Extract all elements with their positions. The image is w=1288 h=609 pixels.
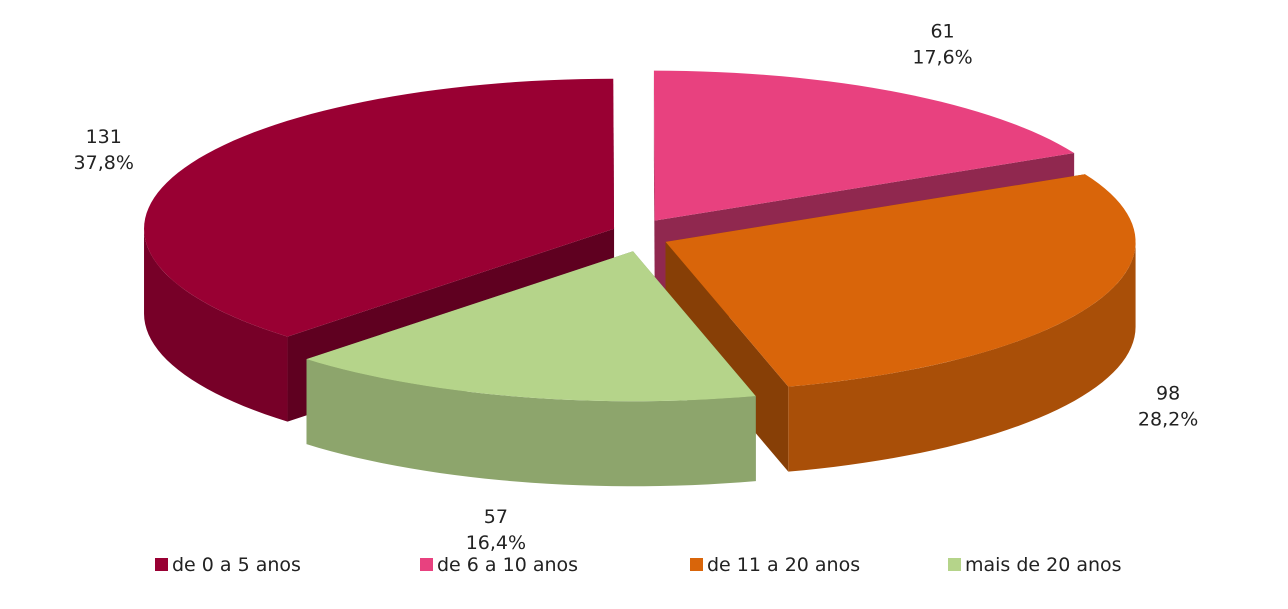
slice-side [665, 241, 789, 472]
slice [306, 251, 756, 402]
legend-label: de 6 a 10 anos [437, 554, 578, 576]
legend-label: de 11 a 20 anos [707, 554, 860, 576]
legend-swatch [948, 558, 961, 571]
slice-wall [144, 228, 288, 422]
slice-group [665, 174, 1136, 472]
value-label: 61 [930, 21, 954, 43]
legend-swatch [690, 558, 703, 571]
value-label: 98 [1156, 383, 1180, 405]
legend-swatch [420, 558, 433, 571]
slice [665, 174, 1136, 387]
percent-label: 28,2% [1138, 409, 1198, 431]
slice-wall [306, 359, 756, 487]
slice-wall [788, 241, 1136, 472]
legend-label: mais de 20 anos [965, 554, 1122, 576]
slice-group [306, 251, 756, 487]
value-label: 131 [86, 126, 122, 148]
value-label: 57 [484, 506, 508, 528]
slice-side [653, 70, 655, 306]
slice [144, 78, 615, 337]
slice [653, 70, 1075, 221]
percent-label: 37,8% [74, 152, 134, 174]
legend-swatch [155, 558, 168, 571]
percent-label: 17,6% [912, 47, 972, 69]
legend-label: de 0 a 5 anos [172, 554, 301, 576]
percent-label: 16,4% [466, 532, 526, 554]
